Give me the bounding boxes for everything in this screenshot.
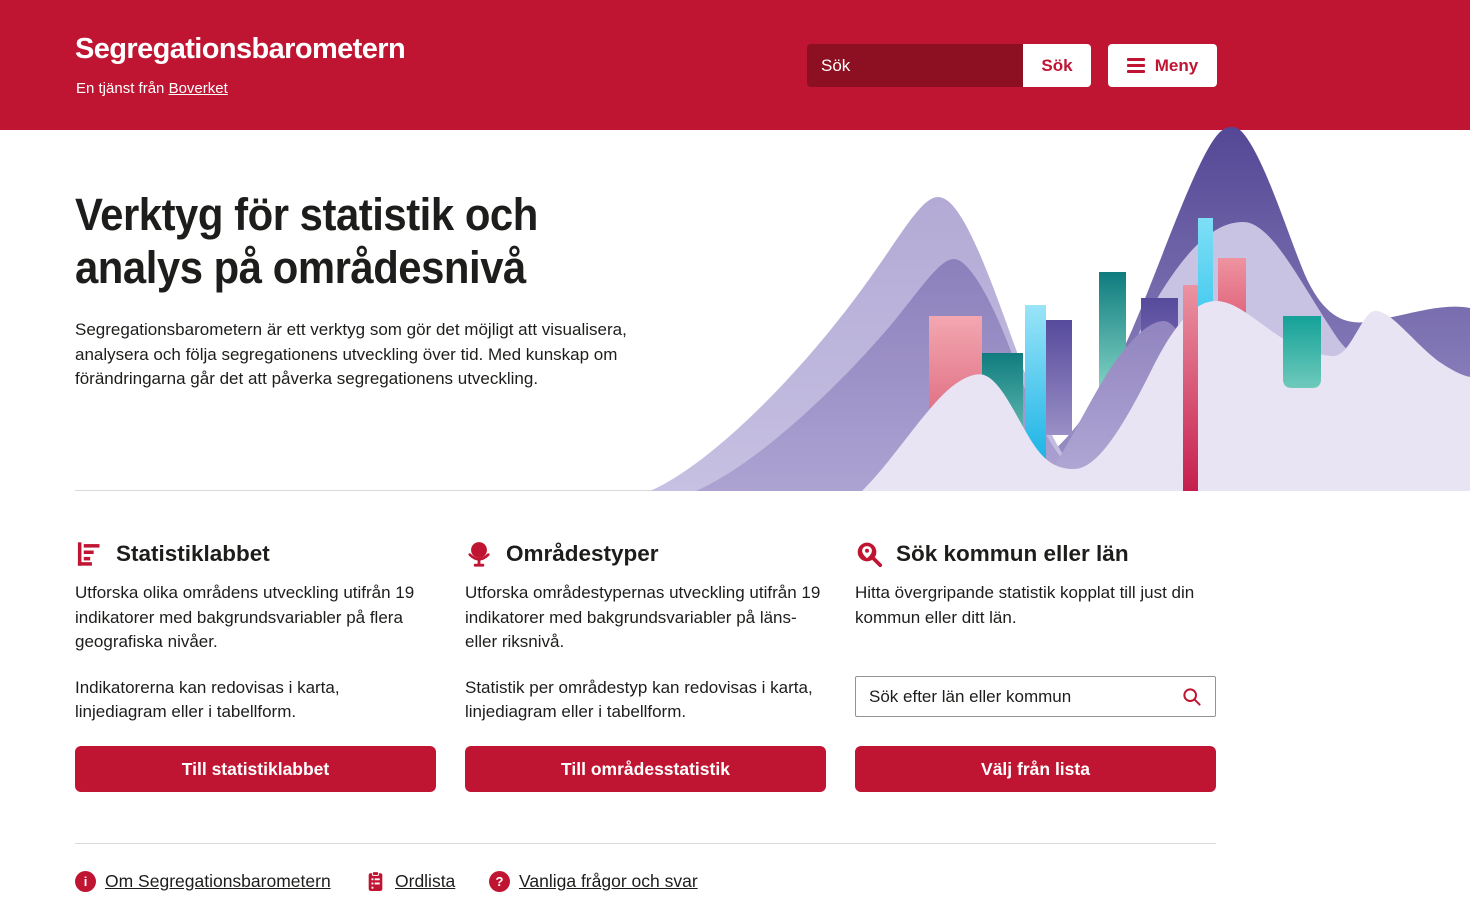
card-sok-kommun-heading: Sök kommun eller län xyxy=(855,540,1216,568)
card-paragraph: Utforska områdestypernas utveckling utif… xyxy=(465,583,821,651)
info-icon: i xyxy=(75,871,96,892)
card-title: Statistiklabbet xyxy=(116,541,270,566)
card-omradestyper: Områdestyper Utforska områdestypernas ut… xyxy=(465,540,826,746)
hero-mountains-illustration xyxy=(650,126,1470,491)
card-paragraph: Utforska olika områdens utveckling utifr… xyxy=(75,583,415,651)
about-link-label: Om Segregationsbarometern xyxy=(105,871,331,891)
faq-link[interactable]: ? Vanliga frågor och svar xyxy=(489,871,698,892)
ordlista-link[interactable]: Ordlista xyxy=(365,871,455,892)
card-statistiklabbet-heading: Statistiklabbet xyxy=(75,540,436,568)
menu-button[interactable]: Meny xyxy=(1108,44,1217,87)
hamburger-icon xyxy=(1126,58,1145,73)
search-location-icon xyxy=(857,542,883,568)
glossary-icon xyxy=(368,871,383,891)
site-header: Segregationsbarometern En tjänst från Bo… xyxy=(0,0,1470,130)
card-statistiklabbet: Statistiklabbet Utforska olika områdens … xyxy=(75,540,436,746)
globe-icon xyxy=(468,542,490,567)
omradesstatistik-button[interactable]: Till områdesstatistik xyxy=(465,746,826,792)
page-title-line2: analys på områdesnivå xyxy=(75,242,526,293)
bar-chart-icon xyxy=(77,542,100,566)
search-icon[interactable] xyxy=(1182,687,1202,707)
boverket-link[interactable]: Boverket xyxy=(168,80,228,97)
statistiklabbet-button[interactable]: Till statistiklabbet xyxy=(75,746,436,792)
footer-divider xyxy=(75,843,1216,844)
header-search-button[interactable]: Sök xyxy=(1023,44,1091,87)
question-icon: ? xyxy=(489,871,510,892)
header-search-group: Sök xyxy=(807,44,1091,87)
card-sok-kommun: Sök kommun eller län Hitta övergripande … xyxy=(855,540,1216,717)
about-link[interactable]: i Om Segregationsbarometern xyxy=(75,871,331,892)
valj-fran-lista-button[interactable]: Välj från lista xyxy=(855,746,1216,792)
card-title: Områdestyper xyxy=(506,541,659,566)
tagline-text: En tjänst från xyxy=(76,80,169,97)
kommun-search-input[interactable] xyxy=(869,686,1174,707)
card-paragraph: Statistik per områdestyp kan redovisas i… xyxy=(465,677,813,722)
ordlista-link-label: Ordlista xyxy=(395,871,456,891)
menu-button-label: Meny xyxy=(1154,55,1199,75)
card-paragraph: Hitta övergripande statistik kopplat til… xyxy=(855,583,1195,627)
card-omradestyper-heading: Områdestyper xyxy=(465,540,826,568)
site-tagline: En tjänst från Boverket xyxy=(76,80,228,97)
page-title: Verktyg för statistik och analys på områ… xyxy=(75,188,573,294)
card-paragraph: Indikatorerna kan redovisas i karta, lin… xyxy=(75,677,340,722)
kommun-search-box xyxy=(855,676,1216,717)
page-title-line1: Verktyg för statistik och xyxy=(75,189,538,240)
header-search-input[interactable] xyxy=(807,44,1023,87)
card-title: Sök kommun eller län xyxy=(896,541,1129,566)
hero-description: Segregationsbarometern är ett verktyg so… xyxy=(75,320,627,388)
site-logo[interactable]: Segregationsbarometern xyxy=(75,33,406,65)
faq-link-label: Vanliga frågor och svar xyxy=(519,871,698,891)
